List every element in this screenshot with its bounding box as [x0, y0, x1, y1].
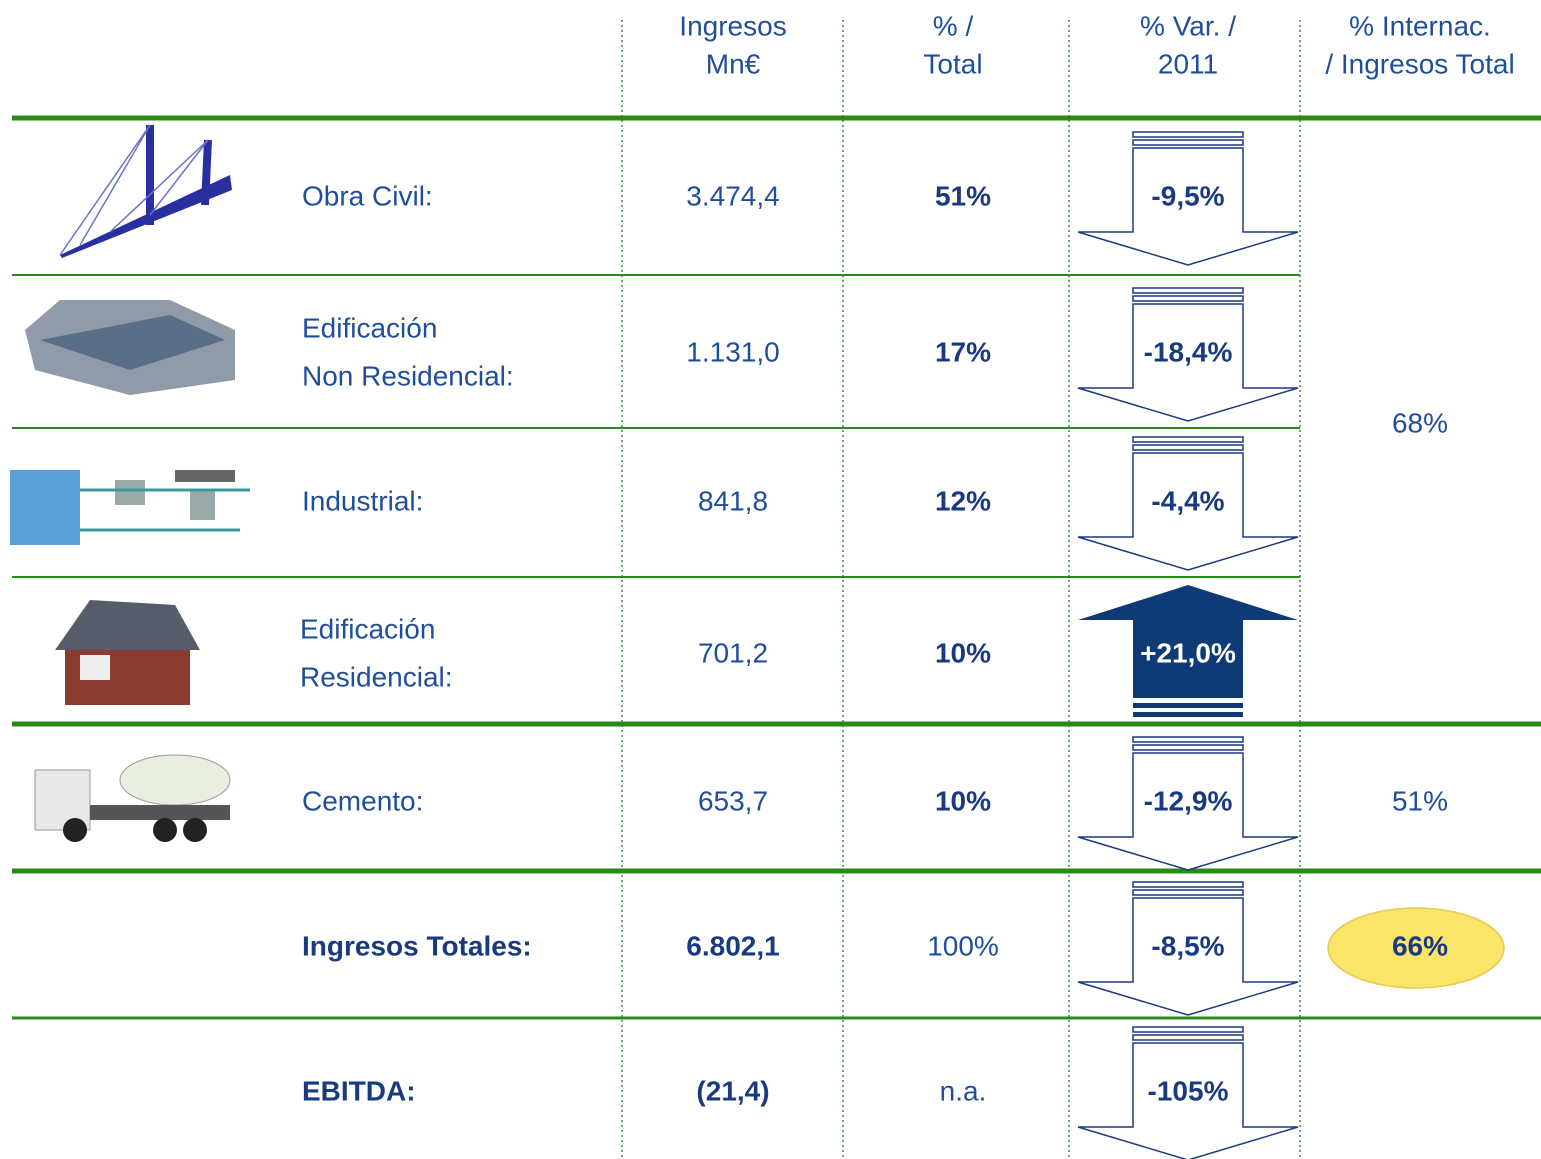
- row-label: Edificación: [302, 312, 437, 343]
- header-text: Mn€: [706, 48, 761, 79]
- row-label: Obra Civil:: [302, 180, 433, 211]
- arrow-down: [1077, 752, 1299, 871]
- row-label: Edificación: [300, 613, 435, 644]
- pct-total: 12%: [935, 485, 991, 516]
- pct-var: -12,9%: [1144, 785, 1233, 816]
- truck-icon: [34, 754, 231, 842]
- pct-total: 51%: [935, 180, 991, 211]
- pct-var: +21,0%: [1140, 637, 1236, 668]
- arrow-down: [1077, 897, 1299, 1016]
- pct-internac: 68%: [1392, 407, 1448, 438]
- pct-var: -105%: [1148, 1075, 1229, 1106]
- industrial-icon: [10, 470, 250, 545]
- arrow-bar: [1132, 881, 1244, 888]
- ingresos: 653,7: [698, 785, 768, 816]
- ingresos: 1.131,0: [686, 336, 779, 367]
- arrow-bar: [1132, 1034, 1244, 1041]
- ingresos: 6.802,1: [686, 930, 779, 961]
- stadium-icon: [25, 300, 235, 395]
- row-label: Ingresos Totales:: [302, 930, 532, 961]
- arrow-down: [1077, 303, 1299, 422]
- arrow-up: [1078, 585, 1298, 698]
- arrow-down: [1077, 452, 1299, 571]
- arrow-bar: [1132, 131, 1244, 138]
- pct-var: -4,4%: [1151, 485, 1224, 516]
- arrow-down: [1077, 147, 1299, 266]
- arrow-bar: [1132, 1026, 1244, 1033]
- row-label: EBITDA:: [302, 1075, 416, 1106]
- ingresos: 841,8: [698, 485, 768, 516]
- pct-total: 10%: [935, 637, 991, 668]
- header-text: Ingresos: [679, 10, 786, 41]
- pct-total: 10%: [935, 785, 991, 816]
- arrow-bar: [1132, 436, 1244, 443]
- row-label: Non Residencial:: [302, 360, 514, 391]
- row-label: Cemento:: [302, 785, 423, 816]
- header-text: % /: [933, 10, 974, 41]
- arrow-bar: [1132, 295, 1244, 302]
- ingresos: 3.474,4: [686, 180, 779, 211]
- pct-total: 100%: [927, 930, 999, 961]
- highlight: [1327, 907, 1505, 989]
- pct-internac: 66%: [1392, 930, 1448, 961]
- arrow-bar: [1132, 744, 1244, 751]
- arrow-bar: [1133, 703, 1243, 708]
- row-label: Industrial:: [302, 485, 423, 516]
- arrow-bar: [1132, 287, 1244, 294]
- arrow-bar: [1132, 444, 1244, 451]
- arrow-bar: [1132, 889, 1244, 896]
- pct-total: n.a.: [940, 1075, 987, 1106]
- pct-total: 17%: [935, 336, 991, 367]
- arrow-down: [1077, 1042, 1299, 1159]
- header-text: % Internac.: [1349, 10, 1491, 41]
- header-text: Total: [923, 48, 982, 79]
- arrow-bar: [1132, 139, 1244, 146]
- header-text: % Var. /: [1140, 10, 1236, 41]
- arrow-bar: [1132, 736, 1244, 743]
- ingresos: 701,2: [698, 637, 768, 668]
- house-icon: [55, 600, 200, 705]
- bridge-icon: [59, 124, 232, 258]
- pct-var: -18,4%: [1144, 336, 1233, 367]
- arrow-bar: [1133, 712, 1243, 717]
- ingresos: (21,4): [696, 1075, 769, 1106]
- header-text: 2011: [1158, 48, 1218, 79]
- pct-var: -9,5%: [1151, 180, 1224, 211]
- pct-var: -8,5%: [1151, 930, 1224, 961]
- row-label: Residencial:: [300, 661, 453, 692]
- header-text: / Ingresos Total: [1325, 48, 1514, 79]
- pct-internac: 51%: [1392, 785, 1448, 816]
